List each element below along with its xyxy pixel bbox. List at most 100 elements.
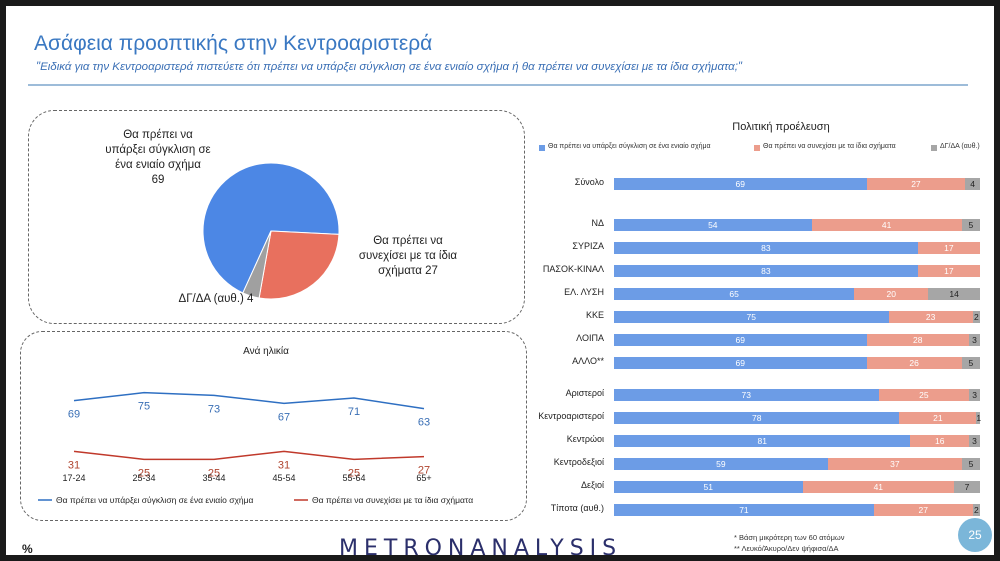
pie-value-convergence: 69 xyxy=(151,174,165,186)
line-legend-label: Θα πρέπει να υπάρξει σύγκλιση σε ένα ενι… xyxy=(56,495,254,505)
pie-label-convergence-text: Θα πρέπει να υπάρξει σύγκλιση σε ένα ενι… xyxy=(105,129,211,171)
bar-segment: 4 xyxy=(965,178,980,190)
page-number: 25 xyxy=(958,518,992,552)
line-data-label: 27 xyxy=(418,465,430,477)
bars-legend-swatch xyxy=(931,145,937,151)
bar-segment: 69 xyxy=(614,178,867,190)
line-data-label: 25 xyxy=(208,467,220,479)
bar-segment: 65 xyxy=(614,288,855,300)
line-data-label: 31 xyxy=(68,459,80,471)
footnote-1: * Βάση μικρότερη των 60 ατόμων xyxy=(734,533,845,542)
bar-segment: 27 xyxy=(866,178,966,190)
bars-legend-swatch xyxy=(539,145,545,151)
bar-segment: 41 xyxy=(802,481,955,493)
pie-value-continue: 27 xyxy=(425,265,438,277)
bar-segment: 21 xyxy=(899,412,977,424)
pie-value-dk: 4 xyxy=(247,293,254,305)
bar-segment: 7 xyxy=(954,481,980,493)
pie-slice-dk xyxy=(242,230,272,299)
line-data-label: 67 xyxy=(278,411,290,423)
bar-row-label: Κεντροαριστεροί xyxy=(538,411,604,421)
pie-panel xyxy=(28,110,525,324)
bar-segment: 23 xyxy=(888,311,973,323)
bar-segment: 78 xyxy=(614,412,900,424)
bar-segment: 5 xyxy=(961,458,980,470)
bar-segment: 5 xyxy=(961,357,980,369)
bar-segment: 3 xyxy=(969,389,980,401)
bar-segment: 54 xyxy=(614,219,812,231)
bar-segment: 41 xyxy=(811,219,962,231)
pie-label-continue-text: Θα πρέπει να συνεχίσει με τα ίδια σχήματ… xyxy=(358,235,458,277)
bar-segment: 1 xyxy=(976,412,982,424)
bar-row-label: Τίποτα (αυθ.) xyxy=(550,503,604,513)
line-x-tick: 45-54 xyxy=(272,473,295,483)
bars-chart: Σύνολο 69 27 4 ΝΔ 54 41 5 ΣΥΡΙΖΑ 83 17 ΠΑΣΟΚ-ΚΙΝΑΛ 8… xyxy=(6,6,994,555)
bar-row-label: Σύνολο xyxy=(574,177,604,187)
pie-label-dk-text: ΔΓ/ΔΑ (αυθ.) xyxy=(178,293,244,305)
pie-label-continue: Θα πρέπει να συνεχίσει με τα ίδια σχήματ… xyxy=(358,234,458,279)
line-chart: 69 75 73 67 71 63 31 25 25 31 25 27 17-24 25-34 35-44 4… xyxy=(38,391,473,505)
bar-segment: 83 xyxy=(614,265,918,277)
bars-legend: Θα πρέπει να υπάρξει σύγκλιση σε ένα ενι… xyxy=(539,143,980,155)
bar-row-label: Κεντροδεξιοί xyxy=(553,457,604,467)
line-data-label: 73 xyxy=(208,403,220,415)
line-x-tick: 35-44 xyxy=(202,473,225,483)
bar-segment: 5 xyxy=(961,219,980,231)
bar-segment: 83 xyxy=(614,242,918,254)
slide: Ασάφεια προοπτικής στην Κεντροαριστερά "… xyxy=(6,6,994,555)
line-data-label: 31 xyxy=(278,459,290,471)
bar-segment: 26 xyxy=(866,357,962,369)
line-data-label: 71 xyxy=(348,406,360,418)
pie-chart xyxy=(202,162,340,300)
pie-slice-continue xyxy=(258,230,340,300)
bar-segment: 59 xyxy=(614,458,828,470)
line-x-tick: 55-64 xyxy=(342,473,365,483)
brand-logo: METRONANALYSIS xyxy=(339,536,623,555)
pie-label-dk: ΔΓ/ΔΑ (αυθ.) 4 xyxy=(161,292,271,307)
bar-segment: 73 xyxy=(614,389,879,401)
bar-segment: 16 xyxy=(910,435,969,447)
bar-row-label: Αριστεροί xyxy=(565,388,604,398)
bars-legend-label: Θα πρέπει να υπάρξει σύγκλιση σε ένα ενι… xyxy=(548,143,711,150)
line-x-tick: 65+ xyxy=(416,473,431,483)
line-data-label: 63 xyxy=(418,417,430,429)
bar-segment: 3 xyxy=(969,334,980,346)
bar-row-label: ΠΑΣΟΚ-ΚΙΝΑΛ xyxy=(542,264,604,274)
title-divider xyxy=(28,84,968,86)
bars-legend-swatch xyxy=(754,145,760,151)
line-series-continue xyxy=(73,450,425,461)
bar-row-label: ΛΟΙΠΑ xyxy=(576,333,604,343)
bar-segment: 71 xyxy=(614,504,874,516)
page-title: Ασάφεια προοπτικής στην Κεντροαριστερά xyxy=(34,32,433,55)
line-data-label: 69 xyxy=(68,409,80,421)
line-data-label: 25 xyxy=(138,467,150,479)
line-x-tick: 25-34 xyxy=(132,473,155,483)
line-data-label: 25 xyxy=(348,467,360,479)
bar-segment: 20 xyxy=(854,288,929,300)
bar-segment: 17 xyxy=(917,242,980,254)
bar-segment: 3 xyxy=(969,435,980,447)
bar-segment: 25 xyxy=(878,389,970,401)
bar-segment: 37 xyxy=(827,458,962,470)
bar-row-label: ΣΥΡΙΖΑ xyxy=(572,241,604,251)
bar-segment: 17 xyxy=(917,265,980,277)
bar-segment: 28 xyxy=(866,334,969,346)
line-series-convergence xyxy=(73,391,425,410)
bars-title: Πολιτική προέλευση xyxy=(732,121,830,133)
percent-sign: % xyxy=(22,542,33,555)
bar-segment: 2 xyxy=(972,311,980,323)
pie-label-convergence: Θα πρέπει να υπάρξει σύγκλιση σε ένα ενι… xyxy=(104,128,212,188)
bars-legend-label: Θα πρέπει να συνεχίσει με τα ίδια σχήματ… xyxy=(763,143,896,150)
bar-segment: 27 xyxy=(873,504,973,516)
bar-segment: 69 xyxy=(614,334,867,346)
bar-segment: 51 xyxy=(614,481,803,493)
bar-row-label: ΕΛ. ΛΥΣΗ xyxy=(564,287,604,297)
line-title: Ανά ηλικία xyxy=(243,346,289,357)
bar-segment: 81 xyxy=(614,435,911,447)
line-x-tick: 17-24 xyxy=(62,473,85,483)
footnote-2: ** Λευκό/Άκυρο/Δεν ψήφισα/ΔΑ xyxy=(734,544,839,553)
bar-row-label: ΝΔ xyxy=(591,218,604,228)
bars-legend-label: ΔΓ/ΔΑ (αυθ.) xyxy=(940,143,980,150)
pie-slice-convergence xyxy=(202,162,340,294)
bar-row-label: ΑΛΛΟ** xyxy=(572,356,604,366)
